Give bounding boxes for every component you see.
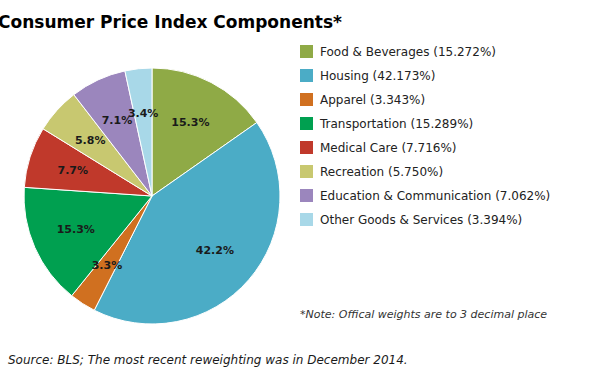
data-label: 7.7%: [58, 164, 89, 177]
legend-entry: Housing (42.173%): [320, 69, 435, 83]
legend-swatch: [300, 141, 313, 154]
legend-entry: Recreation (5.750%): [320, 165, 443, 179]
data-label: 3.4%: [128, 107, 159, 120]
legend-swatch: [300, 213, 313, 226]
legend-swatch: [300, 189, 313, 202]
data-label: 3.3%: [92, 259, 123, 272]
legend-entry: Medical Care (7.716%): [320, 141, 457, 155]
title: Consumer Price Index Components*: [0, 12, 342, 32]
legend-swatch: [300, 165, 313, 178]
legend-swatch: [300, 69, 313, 82]
legend-swatch: [300, 93, 313, 106]
pie-slice: [125, 68, 152, 196]
chart: Consumer Price Index Components* 15.3% 42.…: [0, 0, 601, 374]
data-label: 42.2%: [196, 244, 234, 257]
data-label: 5.8%: [75, 134, 106, 147]
legend-entry: Other Goods & Services (3.394%): [320, 213, 522, 227]
note: *Note: Offical weights are to 3 decimal …: [300, 308, 547, 321]
legend-entry: Education & Communication (7.062%): [320, 189, 550, 203]
legend-swatch: [300, 117, 313, 130]
pie: [24, 68, 280, 324]
pie-slice: [24, 187, 152, 295]
source: Source: BLS; The most recent reweighting…: [8, 353, 408, 367]
legend-entry: Transportation (15.289%): [319, 117, 473, 131]
legend-entry: Food & Beverages (15.272%): [320, 45, 496, 59]
legend-entry: Apparel (3.343%): [320, 93, 425, 107]
legend-swatch: [300, 45, 313, 58]
data-label: 15.3%: [171, 116, 209, 129]
data-label: 15.3%: [57, 223, 95, 236]
